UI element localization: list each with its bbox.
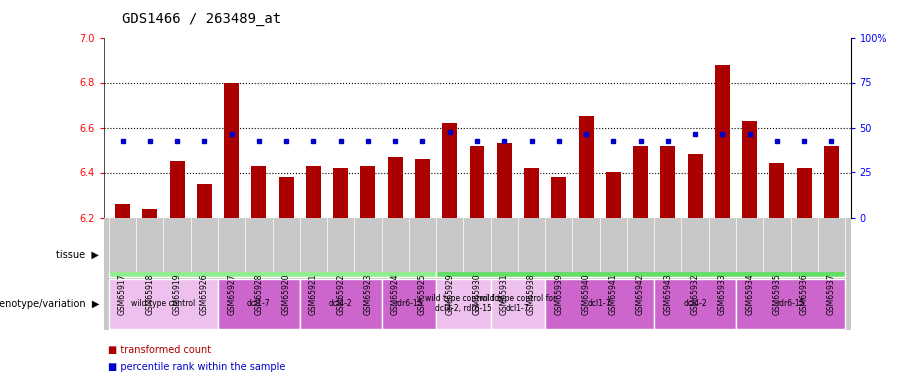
Bar <box>388 157 402 218</box>
Text: inflorescence: inflorescence <box>604 250 678 260</box>
Bar <box>715 64 730 218</box>
Bar <box>770 164 785 218</box>
Bar <box>300 279 382 329</box>
Bar <box>115 204 130 218</box>
Bar <box>218 279 300 329</box>
Text: rdr6-15: rdr6-15 <box>777 299 805 308</box>
Bar <box>654 279 736 329</box>
Bar <box>824 146 839 218</box>
Text: GDS1466 / 263489_at: GDS1466 / 263489_at <box>122 12 281 26</box>
Bar <box>333 168 348 217</box>
Text: ■ percentile rank within the sample: ■ percentile rank within the sample <box>108 362 285 372</box>
Bar <box>109 233 436 277</box>
Bar <box>796 168 812 217</box>
Bar <box>606 172 621 217</box>
Text: ■ transformed count: ■ transformed count <box>108 345 212 355</box>
Text: rdr6-15: rdr6-15 <box>394 299 423 308</box>
Text: wild type control for
dcl4-2, rdr6-15: wild type control for dcl4-2, rdr6-15 <box>425 294 502 314</box>
Bar <box>579 116 593 218</box>
Bar <box>470 146 484 218</box>
Bar <box>491 279 545 329</box>
Bar <box>169 161 184 218</box>
Bar <box>633 146 648 218</box>
Bar <box>497 143 512 218</box>
Text: dcl4-2: dcl4-2 <box>683 299 706 308</box>
Bar <box>436 233 845 277</box>
Text: dcl1-7: dcl1-7 <box>248 299 271 308</box>
Text: leaf: leaf <box>262 250 283 260</box>
Bar <box>415 159 430 218</box>
Bar <box>524 168 539 217</box>
Bar <box>361 166 375 218</box>
Bar <box>109 279 218 329</box>
Bar <box>436 279 491 329</box>
Text: tissue  ▶: tissue ▶ <box>56 250 99 260</box>
Text: dcl4-2: dcl4-2 <box>328 299 353 308</box>
Bar <box>279 177 293 218</box>
Bar <box>306 166 321 218</box>
Bar <box>442 123 457 218</box>
Text: dcl1-7: dcl1-7 <box>588 299 611 308</box>
Bar <box>251 166 266 218</box>
Text: genotype/variation  ▶: genotype/variation ▶ <box>0 299 99 309</box>
Bar <box>224 82 239 218</box>
Bar <box>142 209 157 218</box>
Bar <box>545 279 654 329</box>
Text: wild type control for
dcl1-7: wild type control for dcl1-7 <box>480 294 556 314</box>
Bar <box>688 154 703 218</box>
Text: wild type control: wild type control <box>131 299 195 308</box>
Bar <box>197 184 211 218</box>
Bar <box>552 177 566 218</box>
Bar <box>382 279 436 329</box>
Bar <box>661 146 675 218</box>
Bar <box>742 121 757 218</box>
Bar <box>736 279 845 329</box>
